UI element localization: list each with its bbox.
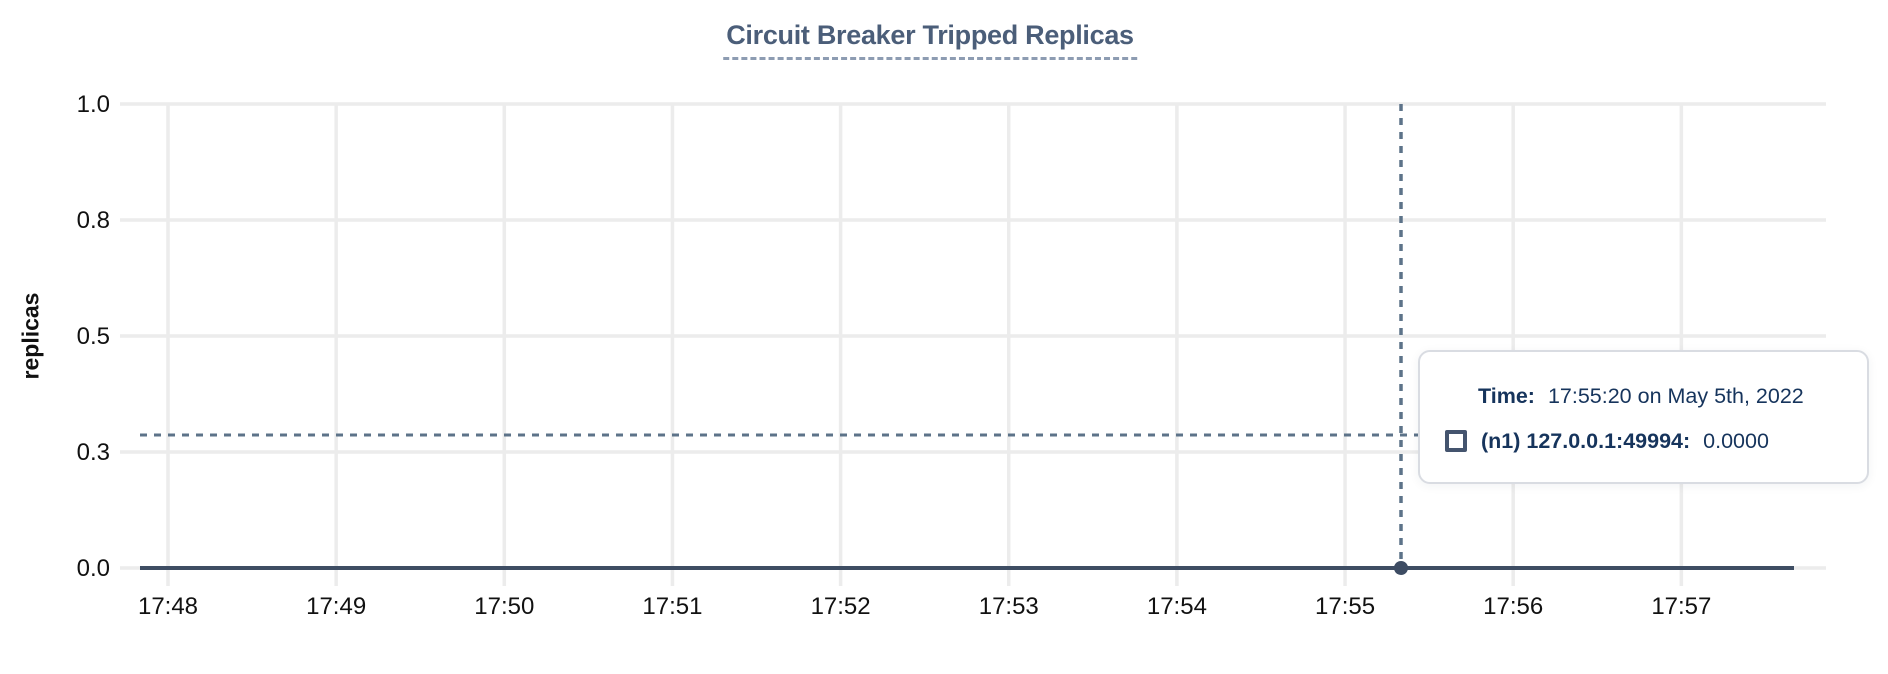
- x-tick-label: 17:52: [811, 593, 871, 620]
- cursor-point: [1394, 561, 1408, 575]
- y-axis-label: replicas: [17, 292, 44, 380]
- x-tick-label: 17:57: [1651, 593, 1711, 620]
- x-tick-label: 17:54: [1147, 593, 1207, 620]
- x-tick-label: 17:53: [979, 593, 1039, 620]
- tooltip-time-label: Time:: [1478, 383, 1535, 408]
- chart-title: Circuit Breaker Tripped Replicas: [723, 20, 1137, 60]
- x-tick-label: 17:48: [138, 593, 198, 620]
- y-tick-label: 0.0: [77, 555, 110, 582]
- x-tick-label: 17:51: [642, 593, 702, 620]
- series-marker-icon: [1445, 430, 1467, 452]
- y-tick-label: 1.0: [77, 91, 110, 118]
- y-tick-label: 0.3: [77, 439, 110, 466]
- x-tick-label: 17:50: [474, 593, 534, 620]
- tooltip-time-row: Time: 17:55:20 on May 5th, 2022: [1478, 382, 1842, 410]
- tooltip-series-row: (n1) 127.0.0.1:49994: 0.0000: [1445, 427, 1842, 455]
- tooltip-series-label: (n1) 127.0.0.1:49994:: [1481, 428, 1691, 453]
- x-tick-label: 17:56: [1483, 593, 1543, 620]
- tooltip-series-value: 0.0000: [1703, 428, 1769, 453]
- x-tick-label: 17:55: [1315, 593, 1375, 620]
- x-tick-label: 17:49: [306, 593, 366, 620]
- y-tick-label: 0.8: [77, 207, 110, 234]
- cursor-tooltip: Time: 17:55:20 on May 5th, 2022 (n1) 127…: [1418, 350, 1869, 484]
- y-tick-label: 0.5: [77, 323, 110, 350]
- tooltip-time-value: 17:55:20 on May 5th, 2022: [1547, 383, 1804, 408]
